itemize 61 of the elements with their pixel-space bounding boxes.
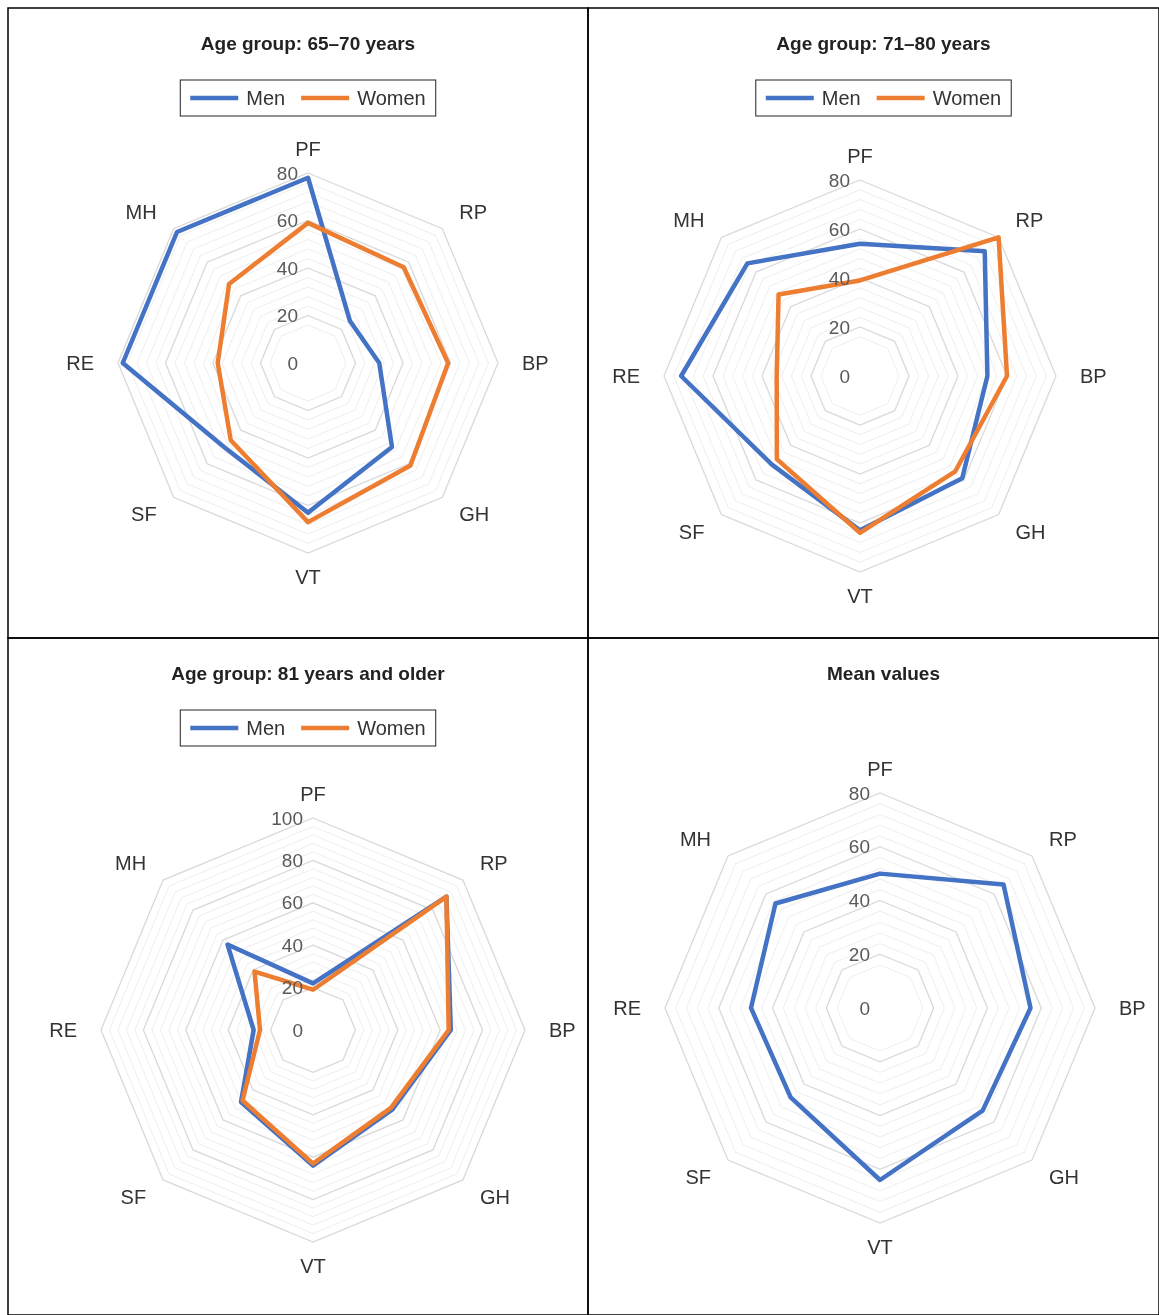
- y-tick-label: 0: [859, 997, 870, 1019]
- spoke-label: RE: [49, 1019, 77, 1041]
- spoke-label: RP: [479, 852, 508, 875]
- spoke-label: BP: [549, 1019, 576, 1041]
- chart-title: Mean values: [827, 663, 940, 684]
- spoke-label: GH: [459, 503, 490, 526]
- spoke-label: VT: [295, 566, 321, 588]
- spoke-label: VT: [300, 1255, 326, 1277]
- legend-label: Women: [357, 717, 426, 739]
- spoke-label: RE: [612, 365, 640, 387]
- y-tick-label: 40: [281, 934, 303, 956]
- y-tick-label: 80: [848, 782, 870, 804]
- chart-title: Age group: 65–70 years: [200, 33, 416, 54]
- y-tick-label: 60: [828, 218, 850, 240]
- y-tick-label: 100: [271, 807, 303, 829]
- y-tick-label: 60: [276, 210, 298, 232]
- legend-label: Women: [357, 87, 426, 109]
- y-tick-label: 80: [276, 162, 298, 184]
- y-tick-label: 80: [281, 850, 303, 872]
- y-tick-label: 20: [848, 943, 870, 965]
- y-tick-label: 0: [839, 365, 850, 387]
- spoke-label: BP: [1119, 997, 1146, 1019]
- legend-label: Men: [246, 717, 286, 739]
- spoke-label: GH: [1015, 520, 1046, 543]
- spoke-label: SF: [678, 520, 705, 543]
- y-tick-label: 40: [848, 890, 870, 912]
- spoke-label: MH: [125, 200, 157, 223]
- spoke-label: SF: [685, 1166, 711, 1188]
- spoke-label: MH: [115, 852, 147, 875]
- spoke-label: PF: [867, 758, 893, 780]
- spoke-label: PF: [300, 783, 326, 805]
- spoke-label: VT: [847, 585, 873, 607]
- legend-label: Men: [821, 87, 861, 109]
- y-tick-label: 80: [828, 169, 850, 191]
- y-tick-label: 20: [276, 305, 298, 327]
- spoke-label: RE: [613, 997, 641, 1019]
- spoke-label: RP: [1015, 209, 1044, 232]
- spoke-label: MH: [673, 209, 705, 232]
- spoke-label: RE: [66, 352, 94, 374]
- y-tick-label: 60: [281, 892, 303, 914]
- legend-label: Women: [932, 87, 1002, 109]
- spoke-label: GH: [1049, 1166, 1079, 1188]
- legend-label: Men: [246, 87, 286, 109]
- spoke-label: PF: [295, 138, 321, 160]
- spoke-label: BP: [522, 352, 549, 374]
- spoke-label: RP: [459, 200, 488, 223]
- spoke-label: GH: [479, 1185, 510, 1208]
- y-tick-label: 0: [292, 1019, 303, 1041]
- spoke-label: MH: [679, 828, 711, 850]
- spoke-label: PF: [847, 145, 873, 167]
- y-tick-label: 0: [287, 352, 298, 374]
- spoke-label: RP: [1049, 828, 1077, 850]
- spoke-label: BP: [1080, 365, 1107, 387]
- y-tick-label: 40: [276, 257, 298, 279]
- y-tick-label: 60: [848, 836, 870, 858]
- chart-title: Age group: 81 years and older: [171, 663, 446, 684]
- chart-title: Age group: 71–80 years: [776, 33, 991, 54]
- y-tick-label: 20: [828, 316, 850, 338]
- spoke-label: SF: [131, 503, 157, 526]
- spoke-label: SF: [120, 1185, 147, 1208]
- spoke-label: VT: [867, 1236, 893, 1258]
